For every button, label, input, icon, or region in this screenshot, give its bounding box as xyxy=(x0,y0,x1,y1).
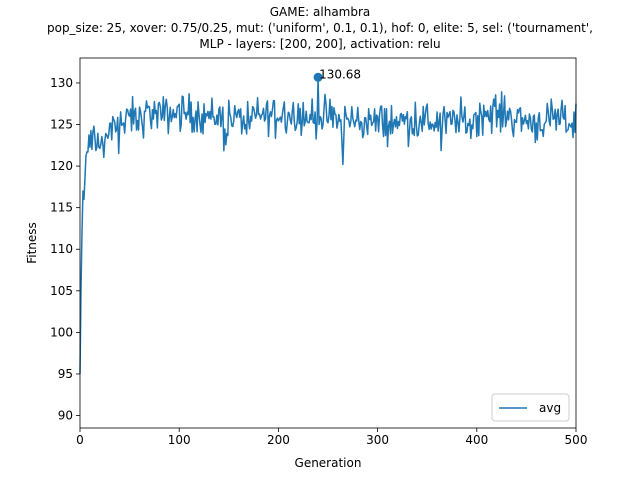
y-tick-label: 130 xyxy=(50,76,73,90)
chart-title-line-2: pop_size: 25, xover: 0.75/0.25, mut: ('u… xyxy=(46,21,593,35)
y-tick-label: 110 xyxy=(50,242,73,256)
y-tick-label: 120 xyxy=(50,159,73,173)
x-tick-label: 400 xyxy=(465,433,488,447)
chart-title-line-3: MLP - layers: [200, 200], activation: re… xyxy=(199,37,441,51)
y-tick-label: 90 xyxy=(58,409,73,423)
legend: avg xyxy=(491,393,570,422)
y-tick-label: 100 xyxy=(50,325,73,339)
legend-box xyxy=(491,393,570,422)
axes-frame xyxy=(79,57,577,429)
max-point-label: 130.68 xyxy=(319,67,361,81)
x-axis-label: Generation xyxy=(295,456,362,470)
x-tick-label: 100 xyxy=(168,433,191,447)
max-point-marker xyxy=(313,72,323,82)
y-tick-label: 95 xyxy=(58,367,73,381)
x-tick-label: 300 xyxy=(366,433,389,447)
legend-label-avg: avg xyxy=(539,401,561,415)
x-tick-label: 200 xyxy=(267,433,290,447)
y-tick-label: 105 xyxy=(50,284,73,298)
y-axis-label: Fitness xyxy=(25,222,39,264)
x-tick-label: 0 xyxy=(76,433,84,447)
chart-title-line-1: GAME: alhambra xyxy=(269,5,371,19)
y-tick-label: 125 xyxy=(50,118,73,132)
x-tick-label: 500 xyxy=(565,433,588,447)
y-tick-label: 115 xyxy=(50,201,73,215)
series-line-avg xyxy=(79,76,577,374)
